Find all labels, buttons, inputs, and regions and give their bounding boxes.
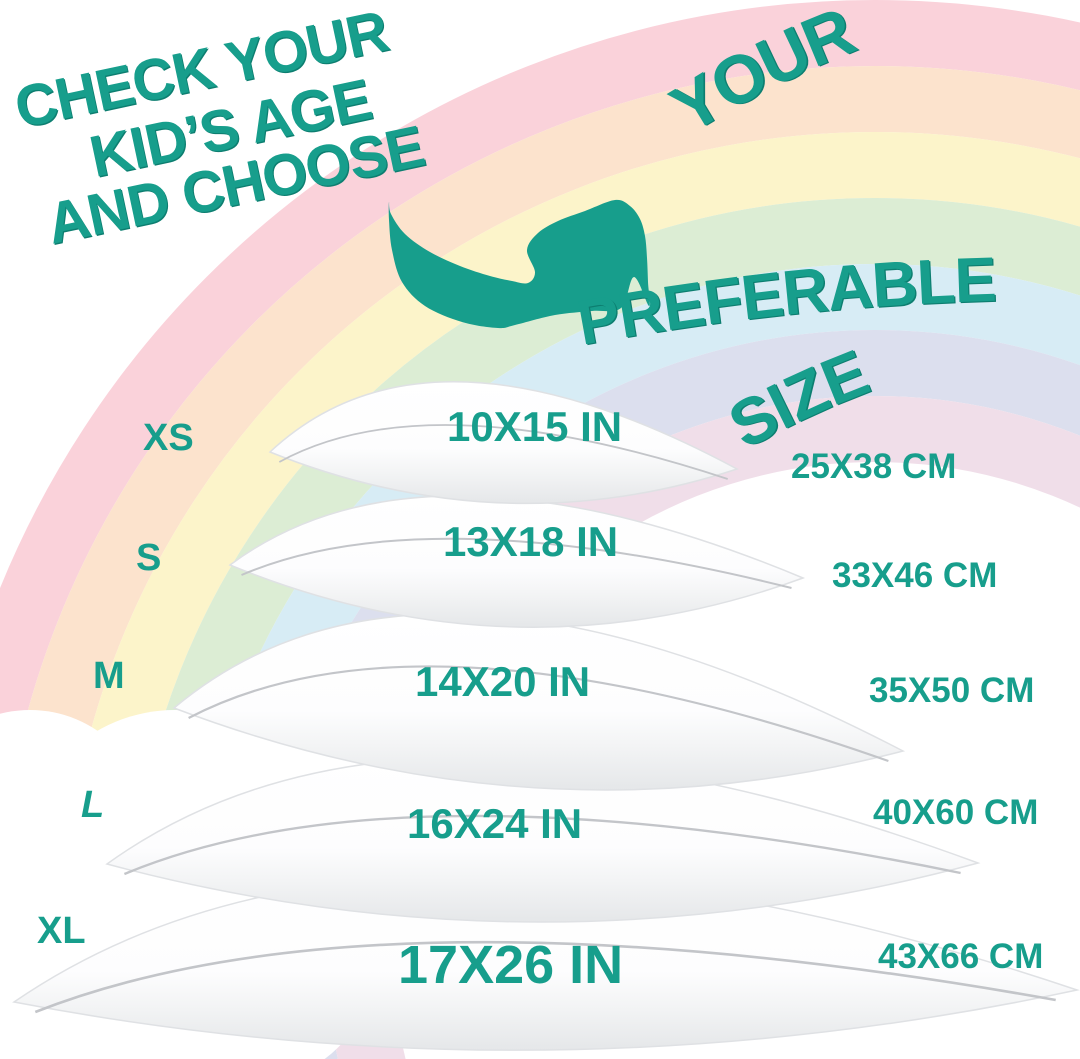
svg-text:10X15 IN: 10X15 IN bbox=[447, 403, 622, 450]
svg-text:17X26 IN: 17X26 IN bbox=[398, 935, 623, 995]
svg-text:S: S bbox=[136, 537, 161, 579]
svg-text:13X18 IN: 13X18 IN bbox=[443, 518, 618, 565]
svg-text:16X24 IN: 16X24 IN bbox=[407, 800, 582, 847]
svg-text:L: L bbox=[81, 784, 104, 826]
svg-text:35X50 CM: 35X50 CM bbox=[869, 671, 1034, 710]
svg-text:40X60 CM: 40X60 CM bbox=[873, 793, 1038, 832]
svg-text:XS: XS bbox=[143, 417, 194, 459]
svg-text:25X38 CM: 25X38 CM bbox=[791, 447, 956, 486]
svg-text:XL: XL bbox=[37, 910, 86, 952]
svg-text:43X66 CM: 43X66 CM bbox=[878, 937, 1043, 976]
svg-text:14X20 IN: 14X20 IN bbox=[415, 658, 590, 705]
svg-text:33X46 CM: 33X46 CM bbox=[832, 556, 997, 595]
svg-text:M: M bbox=[93, 655, 125, 697]
